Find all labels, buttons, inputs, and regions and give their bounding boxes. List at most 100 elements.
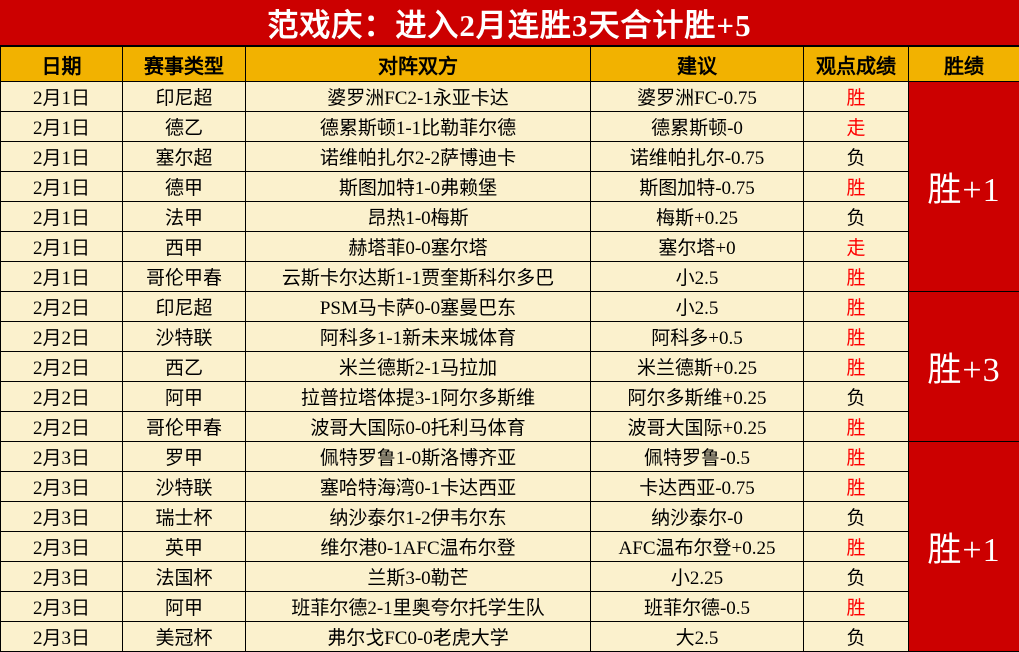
title-banner: 范戏庆：进入2月连胜3天合计胜+5	[0, 0, 1019, 46]
match-cell: 阿科多1-1新未来城体育	[245, 321, 591, 352]
match-cell: 斯图加特1-0弗赖堡	[245, 171, 591, 202]
result-cell: 负	[803, 201, 909, 232]
table-row: 2月2日 沙特联 阿科多1-1新未来城体育 阿科多+0.5 胜	[0, 321, 1019, 352]
match-cell: 弗尔戈FC0-0老虎大学	[245, 621, 591, 652]
league-cell: 哥伦甲春	[122, 261, 246, 292]
result-cell: 胜	[803, 351, 909, 382]
table-row: 2月2日 西乙 米兰德斯2-1马拉加 米兰德斯+0.25 胜	[0, 351, 1019, 382]
match-cell: 塞哈特海湾0-1卡达西亚	[245, 471, 591, 502]
league-cell: 法甲	[122, 201, 246, 232]
date-cell: 2月2日	[0, 291, 123, 322]
league-cell: 罗甲	[122, 441, 246, 472]
table-row: 2月1日 印尼超 婆罗洲FC2-1永亚卡达 婆罗洲FC-0.75 胜胜+1	[0, 81, 1019, 292]
date-cell: 2月2日	[0, 351, 123, 382]
date-cell: 2月1日	[0, 201, 123, 232]
date-cell: 2月3日	[0, 591, 123, 622]
table-row: 2月3日 阿甲 班菲尔德2-1里奥夸尔托学生队 班菲尔德-0.5 胜	[0, 591, 1019, 622]
match-cell: 维尔港0-1AFC温布尔登	[245, 531, 591, 562]
advice-cell: 斯图加特-0.75	[590, 171, 804, 202]
result-cell: 负	[803, 381, 909, 412]
advice-cell: 梅斯+0.25	[590, 201, 804, 232]
league-cell: 德乙	[122, 111, 246, 142]
league-cell: 印尼超	[122, 291, 246, 322]
table-row: 2月3日 罗甲 佩特罗鲁1-0斯洛博齐亚 佩特罗鲁-0.5 胜胜+1	[0, 441, 1019, 652]
advice-cell: 卡达西亚-0.75	[590, 471, 804, 502]
match-cell: 佩特罗鲁1-0斯洛博齐亚	[245, 441, 591, 472]
date-cell: 2月3日	[0, 531, 123, 562]
result-cell: 负	[803, 501, 909, 532]
win-record-cell: 胜+1	[908, 441, 1019, 652]
table-row: 2月1日 德甲 斯图加特1-0弗赖堡 斯图加特-0.75 胜	[0, 171, 1019, 202]
result-cell: 胜	[803, 291, 909, 322]
result-cell: 胜	[803, 531, 909, 562]
table-row: 2月1日 哥伦甲春 云斯卡尔达斯1-1贾奎斯科尔多巴 小2.5 胜	[0, 261, 1019, 292]
table-row: 2月1日 塞尔超 诺维帕扎尔2-2萨博迪卡 诺维帕扎尔-0.75 负	[0, 141, 1019, 172]
result-cell: 胜	[803, 171, 909, 202]
league-cell: 法国杯	[122, 561, 246, 592]
league-cell: 沙特联	[122, 321, 246, 352]
table-row: 2月3日 沙特联 塞哈特海湾0-1卡达西亚 卡达西亚-0.75 胜	[0, 471, 1019, 502]
result-cell: 胜	[803, 471, 909, 502]
league-cell: 西甲	[122, 231, 246, 262]
result-cell: 胜	[803, 261, 909, 292]
table-row: 2月3日 瑞士杯 纳沙泰尔1-2伊韦尔东 纳沙泰尔-0 负	[0, 501, 1019, 532]
match-cell: 赫塔菲0-0塞尔塔	[245, 231, 591, 262]
league-cell: 塞尔超	[122, 141, 246, 172]
header-row: 日期 赛事类型 对阵双方 建议 观点成绩 胜绩	[0, 46, 1019, 82]
table-row: 2月3日 法国杯 兰斯3-0勒芒 小2.25 负	[0, 561, 1019, 592]
advice-cell: 小2.25	[590, 561, 804, 592]
advice-cell: 诺维帕扎尔-0.75	[590, 141, 804, 172]
match-cell: 兰斯3-0勒芒	[245, 561, 591, 592]
advice-cell: 德累斯顿-0	[590, 111, 804, 142]
header-advice: 建议	[590, 46, 804, 82]
match-cell: 昂热1-0梅斯	[245, 201, 591, 232]
table-row: 2月3日 美冠杯 弗尔戈FC0-0老虎大学 大2.5 负	[0, 621, 1019, 652]
advice-cell: 班菲尔德-0.5	[590, 591, 804, 622]
page-title: 范戏庆：进入2月连胜3天合计胜+5	[267, 8, 752, 43]
league-cell: 沙特联	[122, 471, 246, 502]
advice-cell: 阿科多+0.5	[590, 321, 804, 352]
advice-cell: 阿尔多斯维+0.25	[590, 381, 804, 412]
result-cell: 胜	[803, 81, 909, 112]
result-cell: 胜	[803, 591, 909, 622]
result-cell: 走	[803, 231, 909, 262]
result-cell: 走	[803, 111, 909, 142]
header-league: 赛事类型	[122, 46, 246, 82]
date-cell: 2月2日	[0, 321, 123, 352]
result-cell: 胜	[803, 441, 909, 472]
result-cell: 负	[803, 141, 909, 172]
table-row: 2月3日 英甲 维尔港0-1AFC温布尔登 AFC温布尔登+0.25 胜	[0, 531, 1019, 562]
league-cell: 德甲	[122, 171, 246, 202]
advice-cell: 大2.5	[590, 621, 804, 652]
league-cell: 阿甲	[122, 381, 246, 412]
match-cell: 云斯卡尔达斯1-1贾奎斯科尔多巴	[245, 261, 591, 292]
table-header: 日期 赛事类型 对阵双方 建议 观点成绩 胜绩	[0, 46, 1019, 82]
header-result: 观点成绩	[803, 46, 909, 82]
date-cell: 2月1日	[0, 261, 123, 292]
date-cell: 2月3日	[0, 561, 123, 592]
date-cell: 2月1日	[0, 141, 123, 172]
header-date: 日期	[0, 46, 123, 82]
league-cell: 哥伦甲春	[122, 411, 246, 442]
date-cell: 2月1日	[0, 81, 123, 112]
league-cell: 英甲	[122, 531, 246, 562]
match-cell: 拉普拉塔体提3-1阿尔多斯维	[245, 381, 591, 412]
advice-cell: 波哥大国际+0.25	[590, 411, 804, 442]
match-cell: 纳沙泰尔1-2伊韦尔东	[245, 501, 591, 532]
result-cell: 负	[803, 561, 909, 592]
header-match: 对阵双方	[245, 46, 591, 82]
table-row: 2月1日 西甲 赫塔菲0-0塞尔塔 塞尔塔+0 走	[0, 231, 1019, 262]
table-body: 2月1日 印尼超 婆罗洲FC2-1永亚卡达 婆罗洲FC-0.75 胜胜+1 2月1日 德乙德…	[0, 81, 1019, 652]
table-row: 2月1日 法甲 昂热1-0梅斯 梅斯+0.25 负	[0, 201, 1019, 232]
advice-cell: 米兰德斯+0.25	[590, 351, 804, 382]
match-cell: 米兰德斯2-1马拉加	[245, 351, 591, 382]
match-cell: 婆罗洲FC2-1永亚卡达	[245, 81, 591, 112]
result-cell: 胜	[803, 321, 909, 352]
date-cell: 2月3日	[0, 621, 123, 652]
table-row: 2月1日 德乙 德累斯顿1-1比勒菲尔德 德累斯顿-0 走	[0, 111, 1019, 142]
date-cell: 2月2日	[0, 381, 123, 412]
advice-cell: 佩特罗鲁-0.5	[590, 441, 804, 472]
advice-cell: AFC温布尔登+0.25	[590, 531, 804, 562]
table-row: 2月2日 印尼超 PSM马卡萨0-0塞曼巴东 小2.5 胜胜+3	[0, 291, 1019, 442]
